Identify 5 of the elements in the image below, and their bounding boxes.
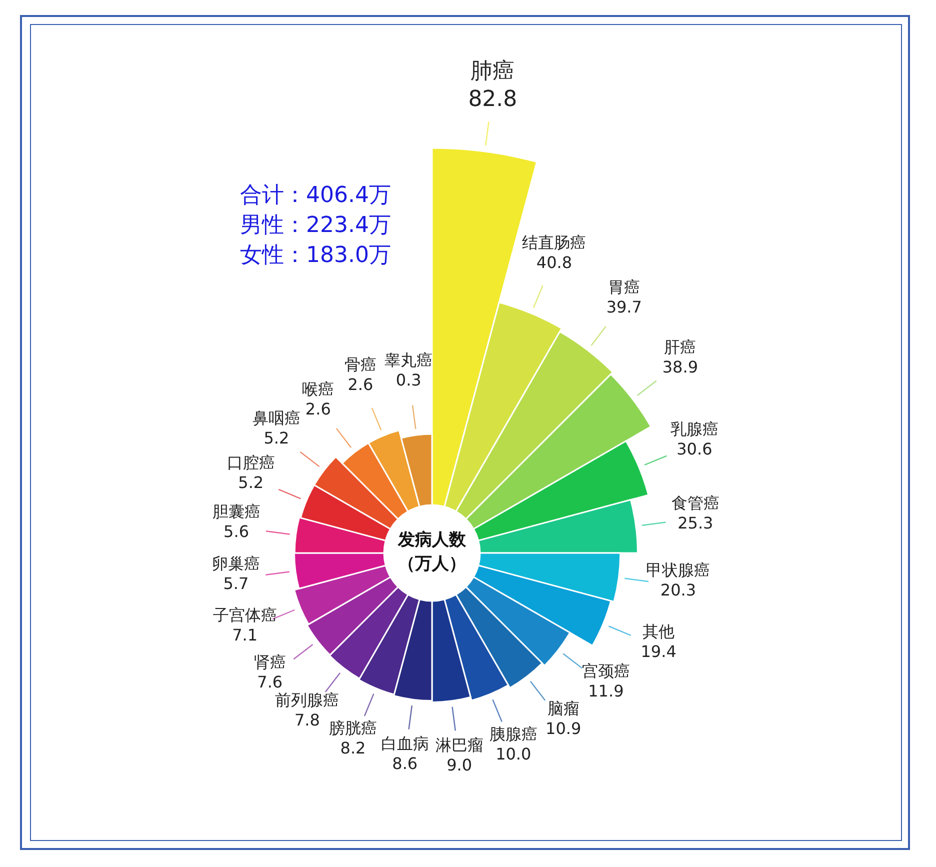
title: （万人） (398, 554, 466, 574)
annotation: 男性：223.4万 (240, 213, 391, 238)
title: 发病人数 (398, 530, 466, 550)
annotation: 女性：183.0万 (240, 243, 391, 268)
annotation: 合计：406.4万 (240, 183, 391, 208)
